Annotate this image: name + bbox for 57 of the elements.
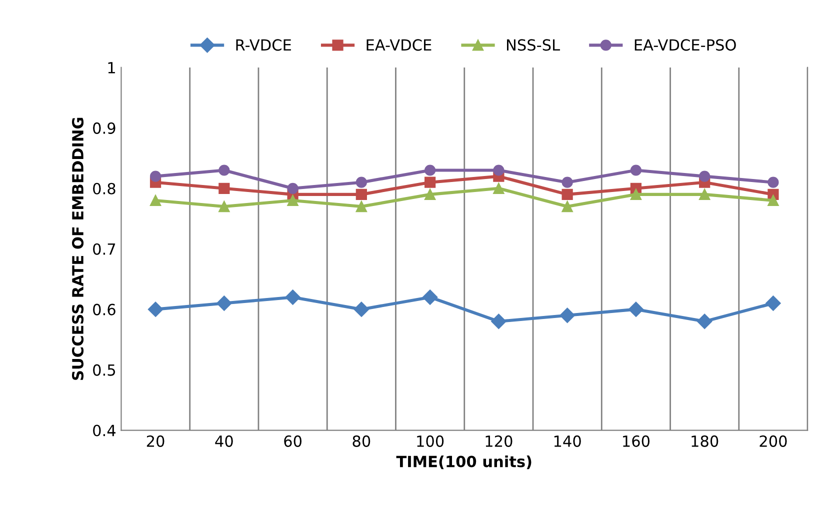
point [218,164,230,176]
point [150,170,162,182]
point [216,296,232,311]
point [630,164,642,176]
point [766,296,781,311]
y-tick-label: 0.7 [93,243,116,255]
x-tick-label: 160 [623,435,650,447]
point [422,290,438,305]
x-tick-label: 140 [554,435,581,447]
y-tick-label: 1 [108,62,115,74]
point [150,194,162,206]
point [356,176,367,188]
point [493,164,504,176]
point [354,302,369,317]
point [424,176,436,188]
point [562,200,573,212]
x-tick-label: 60 [284,435,302,447]
x-tick-label: 200 [760,435,787,447]
point [768,176,779,188]
point [630,188,642,200]
x-axis-title: TIME(100 units) [396,455,532,470]
y-tick-label: 0.8 [93,182,116,194]
x-tick-label: 120 [486,435,512,447]
point [356,188,367,200]
point [424,188,436,200]
point [562,176,573,188]
legend-label: EA-VDCE-PSO [634,39,736,51]
point [218,200,230,212]
x-tick-label: 20 [146,435,164,447]
point [493,182,504,194]
point [768,194,779,206]
y-tick-label: 0.5 [93,364,116,376]
point [697,314,712,329]
point [424,164,436,176]
point [356,200,367,212]
legend-label: R-VDCE [236,39,291,51]
point [560,308,575,323]
x-tick-label: 40 [215,435,233,447]
y-tick-label: 0.4 [93,424,116,436]
x-tick-label: 100 [417,435,444,447]
point [491,314,506,329]
legend-label: NSS-SL [507,39,560,51]
point [699,188,710,200]
point [148,302,164,317]
y-tick-label: 0.9 [93,122,116,134]
y-tick-label: 0.6 [93,304,116,316]
point [218,182,230,194]
point [287,194,298,206]
point [699,170,710,182]
point [628,302,644,317]
y-axis-title: SUCCESS RATE OF EMBEDDING [72,118,84,380]
point [285,290,300,305]
point [287,182,298,194]
point [562,188,573,200]
x-tick-label: 180 [692,435,718,447]
x-tick-label: 80 [352,435,370,447]
legend-label: EA-VDCE [366,39,432,51]
